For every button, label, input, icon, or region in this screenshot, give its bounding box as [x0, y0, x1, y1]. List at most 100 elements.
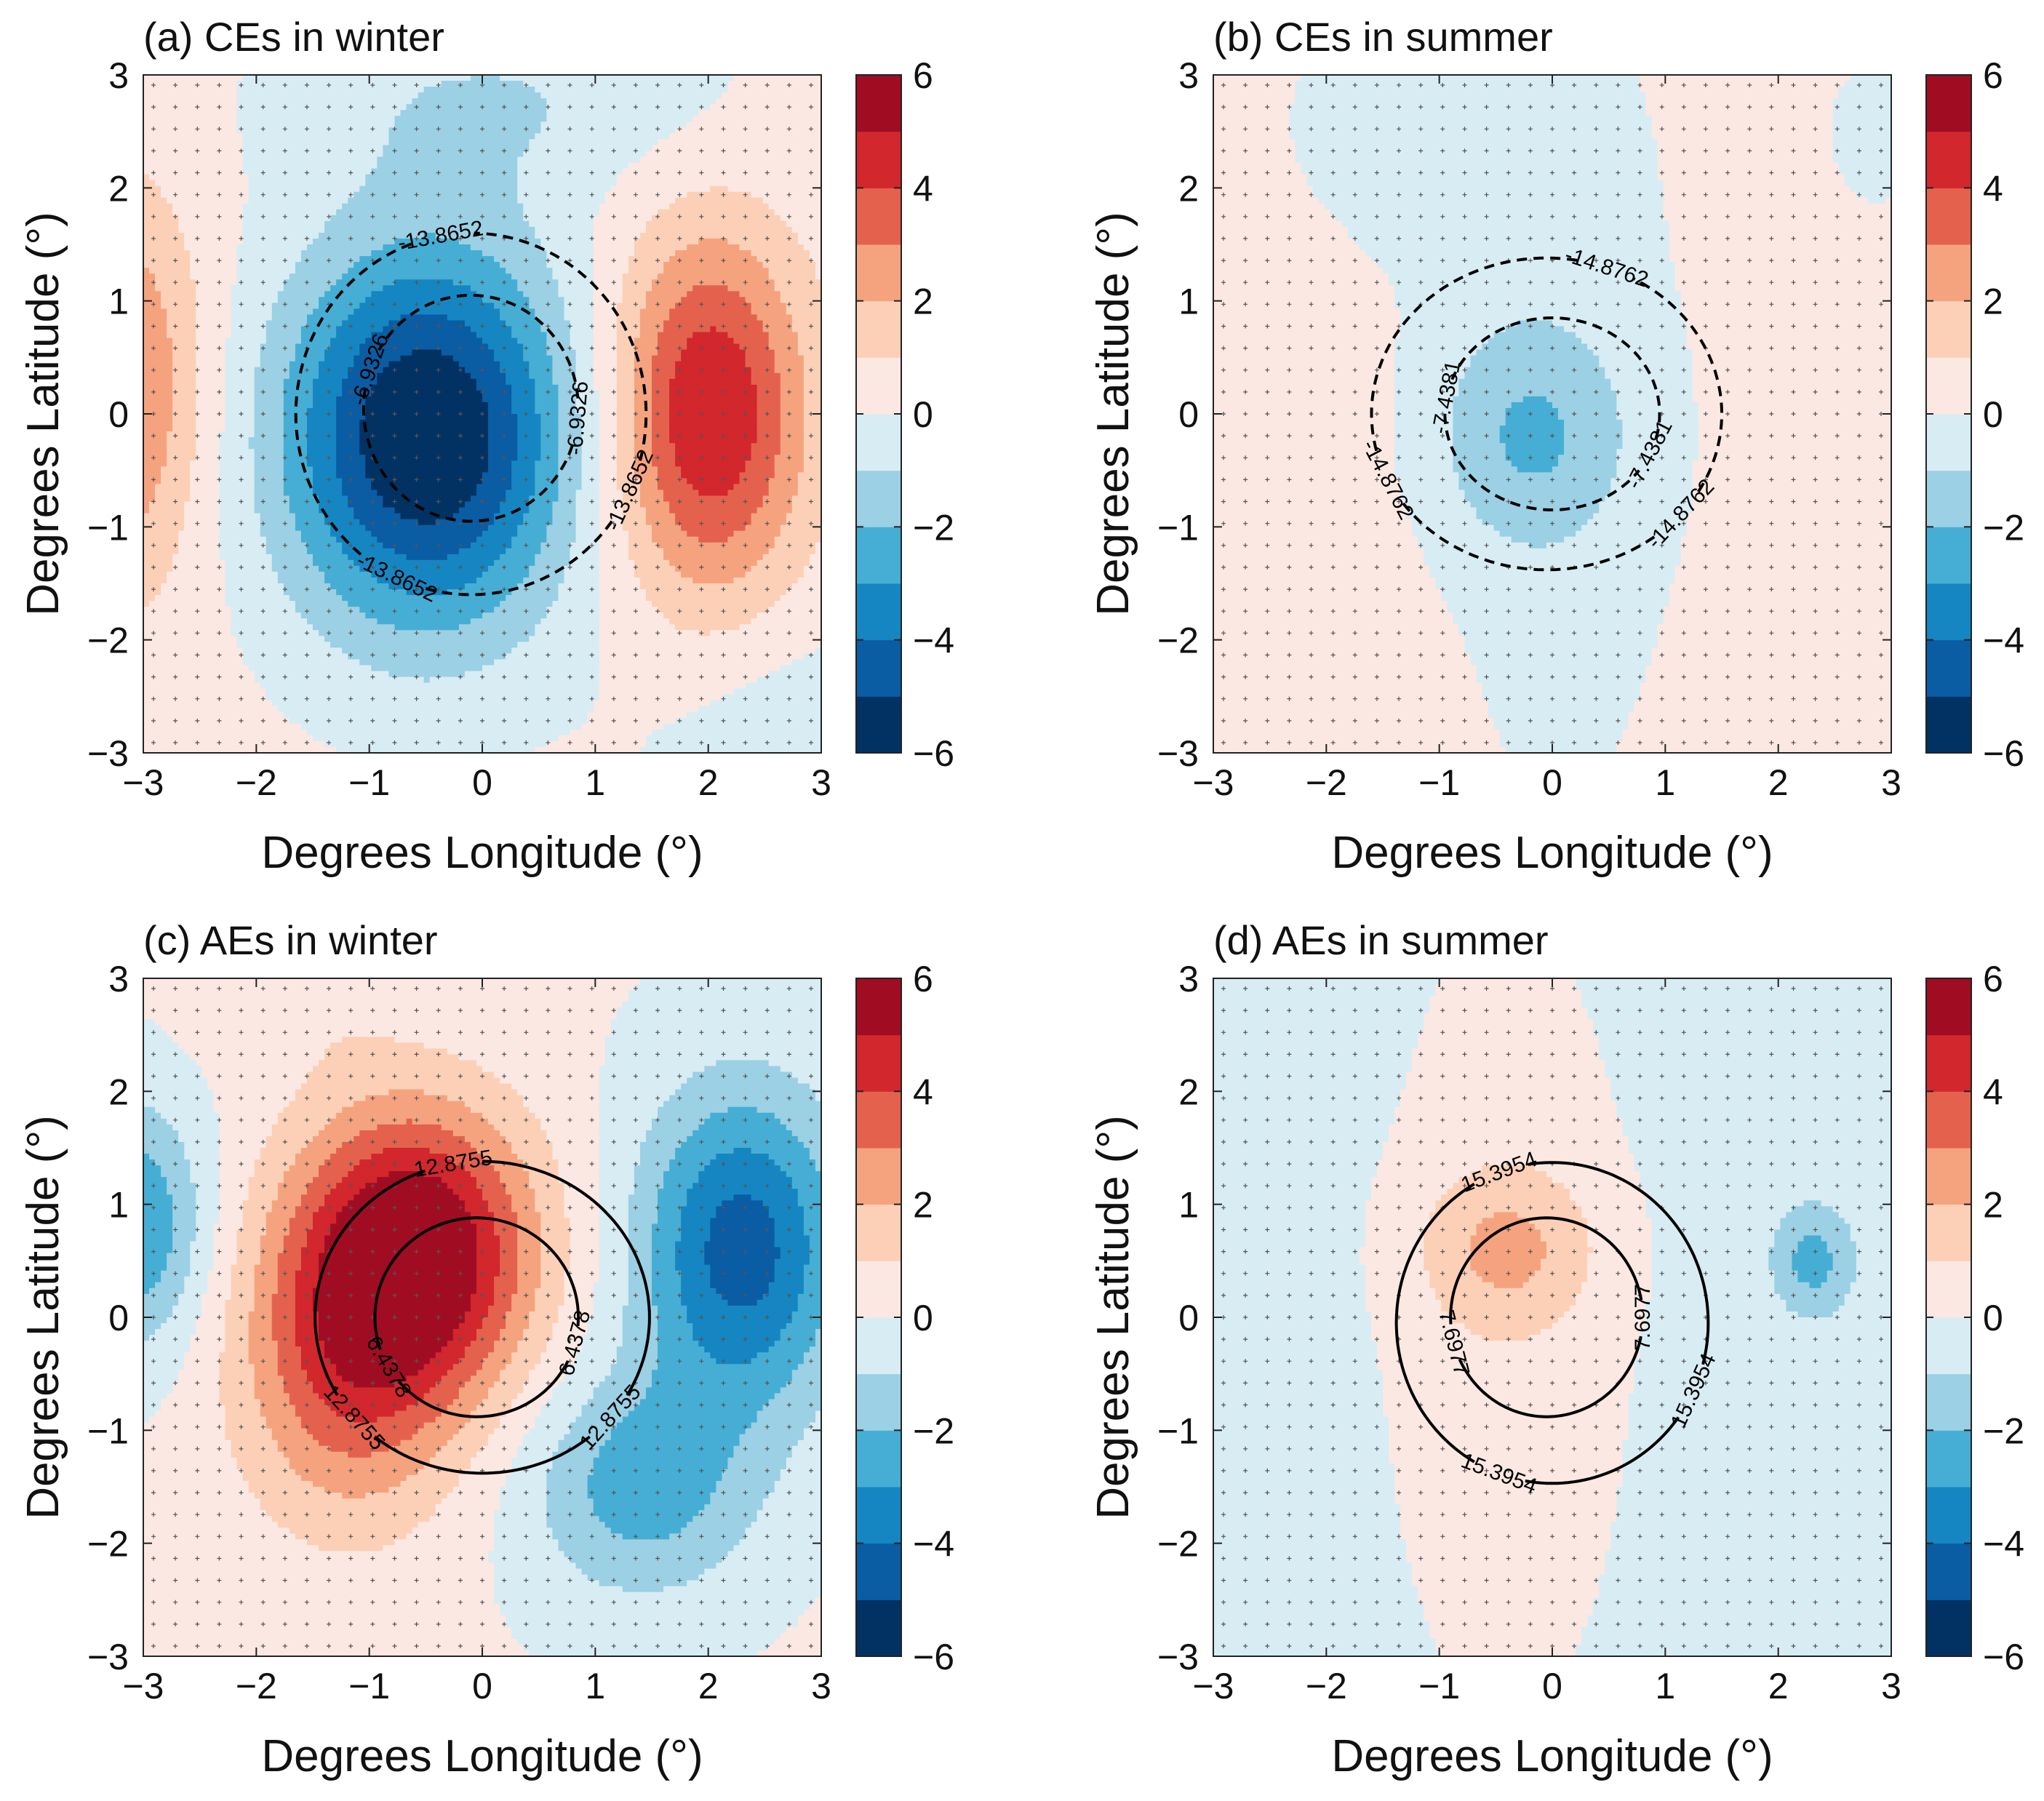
field-cell — [348, 338, 354, 345]
field-cell — [313, 390, 319, 397]
field-cell — [313, 226, 319, 233]
field-cell — [143, 180, 150, 187]
field-cell — [377, 501, 384, 508]
field-cell — [219, 501, 226, 508]
field-cell — [266, 133, 273, 140]
field-cell — [161, 559, 167, 567]
field-cell — [365, 647, 372, 655]
field-cell — [236, 653, 244, 660]
field-cell — [371, 268, 378, 274]
field-cell — [336, 420, 343, 426]
field-cell — [342, 571, 348, 578]
field-cell — [277, 688, 284, 695]
field-cell — [201, 273, 208, 280]
field-cell — [266, 519, 273, 526]
field-cell — [300, 338, 308, 345]
field-cell — [289, 220, 296, 228]
field-cell — [324, 92, 331, 99]
field-cell — [313, 729, 319, 736]
field-cell — [377, 653, 384, 660]
field-cell — [342, 437, 348, 444]
field-cell — [319, 180, 325, 187]
field-cell — [313, 92, 319, 99]
field-cell — [196, 372, 202, 380]
field-cell — [248, 110, 255, 116]
field-cell — [377, 554, 384, 561]
field-cell — [184, 507, 191, 514]
field-cell — [266, 723, 273, 730]
field-cell — [324, 688, 331, 695]
field-cell — [167, 407, 173, 415]
field-cell — [178, 121, 185, 128]
field-cell — [184, 519, 191, 526]
field-cell — [336, 355, 343, 362]
field-cell — [271, 711, 279, 719]
field-cell — [155, 583, 161, 590]
field-cell — [184, 484, 191, 491]
field-cell — [336, 671, 343, 678]
field-cell — [242, 250, 249, 257]
field-cell — [271, 449, 279, 455]
field-cell — [225, 197, 232, 204]
field-cell — [207, 384, 215, 391]
field-cell — [324, 326, 331, 333]
field-cell — [306, 414, 314, 420]
field-cell — [242, 303, 249, 309]
field-cell — [348, 314, 354, 322]
field-cell — [184, 87, 191, 93]
field-cell — [354, 460, 360, 467]
field-cell — [383, 420, 390, 426]
field-cell — [377, 104, 384, 111]
field-cell — [236, 688, 244, 695]
field-cell — [149, 519, 156, 526]
field-cell — [271, 607, 279, 613]
field-cell — [178, 490, 185, 497]
field-cell — [213, 303, 220, 309]
field-cell — [196, 215, 202, 222]
field-cell — [283, 735, 290, 742]
field-cell — [196, 624, 202, 631]
field-cell — [336, 238, 343, 245]
field-cell — [225, 554, 232, 561]
field-cell — [213, 180, 220, 187]
field-cell — [354, 688, 360, 695]
field-cell — [172, 472, 179, 479]
field-cell — [248, 589, 255, 596]
field-cell — [196, 75, 202, 81]
field-cell — [266, 232, 273, 239]
field-cell — [172, 145, 179, 152]
field-cell — [207, 507, 215, 514]
field-cell — [213, 355, 220, 362]
field-cell — [336, 530, 343, 538]
field-cell — [213, 559, 220, 567]
field-cell — [306, 513, 314, 520]
field-cell — [289, 735, 296, 742]
field-cell — [248, 688, 255, 695]
field-cell — [319, 87, 325, 93]
field-cell — [155, 607, 161, 613]
field-cell — [172, 723, 179, 730]
field-cell — [300, 671, 308, 678]
field-cell — [377, 197, 384, 204]
field-cell — [283, 232, 290, 239]
field-cell — [306, 630, 314, 636]
field-cell — [359, 162, 366, 169]
field-cell — [143, 490, 150, 497]
field-cell — [248, 671, 255, 678]
field-cell — [248, 151, 255, 158]
field-cell — [359, 455, 366, 461]
field-cell — [266, 297, 273, 303]
field-cell — [313, 571, 319, 578]
field-cell — [213, 156, 220, 164]
field-cell — [201, 349, 208, 356]
field-cell — [365, 209, 372, 216]
field-cell — [271, 390, 279, 397]
field-cell — [283, 133, 290, 140]
field-cell — [365, 349, 372, 356]
field-cell — [371, 618, 378, 625]
field-cell — [155, 524, 161, 532]
field-cell — [371, 647, 378, 655]
field-cell — [242, 314, 249, 322]
field-cell — [213, 542, 220, 549]
field-cell — [248, 98, 255, 105]
